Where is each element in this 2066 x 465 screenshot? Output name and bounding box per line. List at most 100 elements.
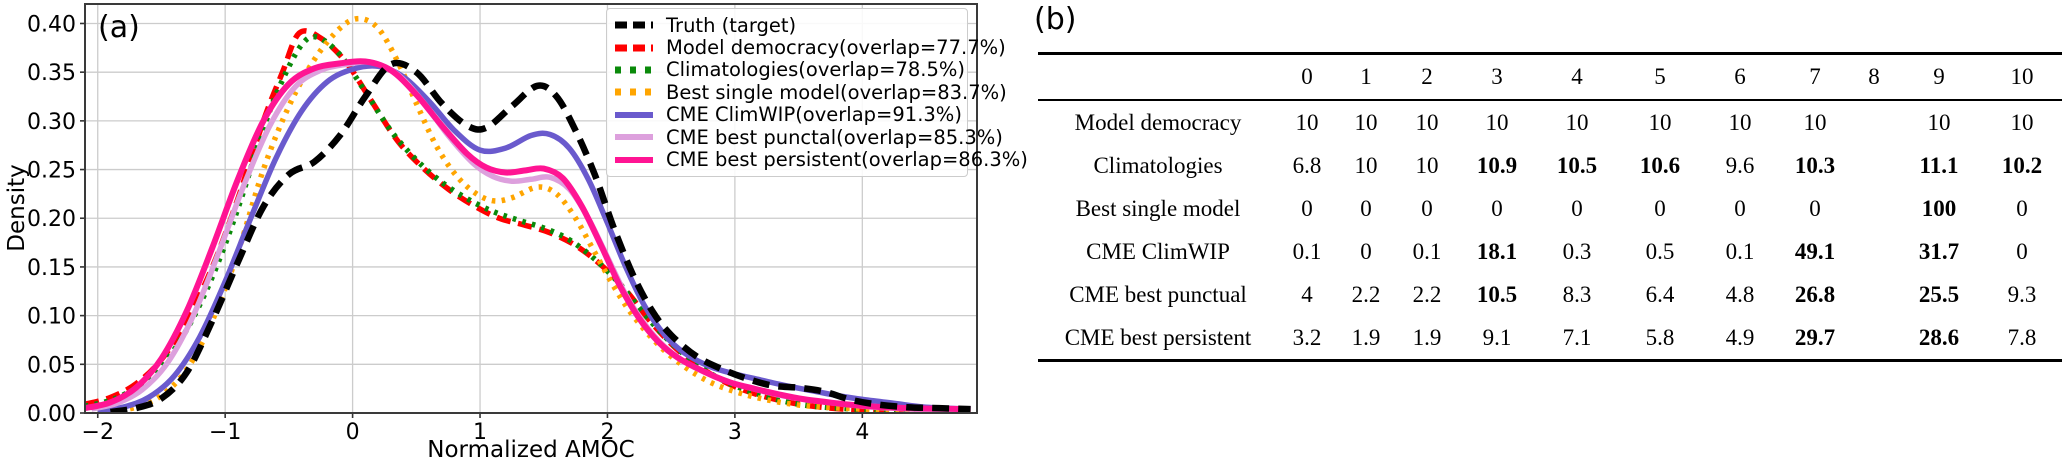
table-cell: 1.9 xyxy=(1412,324,1442,350)
y-tick-label: 0.15 xyxy=(27,256,76,281)
table-cell xyxy=(1852,230,1896,273)
table-cell: 0 xyxy=(1491,195,1503,221)
table-cell: 10 xyxy=(2010,109,2034,135)
table-row: Best single model 0 0 0 0 0 0 0 0 100 0 xyxy=(1038,187,2062,230)
table-cell: 4.9 xyxy=(1725,324,1755,350)
table-cell: 0 xyxy=(2016,238,2028,264)
table-cell: 10 xyxy=(1648,109,1672,135)
table-header-cell: 10 xyxy=(1982,53,2062,101)
table-cell: 3.2 xyxy=(1292,324,1322,350)
table-cell: 0 xyxy=(1301,195,1313,221)
table-cell: 31.7 xyxy=(1918,238,1960,264)
x-tick-label: 1 xyxy=(473,420,487,445)
table-cell: 11.1 xyxy=(1919,152,1959,178)
table-cell: 2.2 xyxy=(1351,281,1381,307)
legend-overlap-value: (overlap=85.3%) xyxy=(836,125,1003,149)
table-cell: 10 xyxy=(1728,109,1752,135)
table-cell: 1.9 xyxy=(1351,324,1381,350)
table-cell: 0 xyxy=(2016,195,2028,221)
table-cell xyxy=(1852,187,1896,230)
table-row: Model democracy 10 10 10 10 10 10 10 10 10 10 xyxy=(1038,100,2062,144)
table-row: CME ClimWIP 0.1 0 0.1 18.1 0.3 0.5 0.1 49.1 31.7 0 xyxy=(1038,230,2062,273)
table-header-cell: 8 xyxy=(1852,53,1896,101)
table-cell: 49.1 xyxy=(1794,238,1836,264)
table-row: CME best persistent 3.2 1.9 1.9 9.1 7.1 5.8 4.9… xyxy=(1038,316,2062,361)
x-tick-label: 3 xyxy=(728,420,742,445)
legend-item: Model democracy (overlap=77.7%) xyxy=(614,36,1006,60)
table-cell: 0 xyxy=(1809,195,1821,221)
x-tick-label: 2 xyxy=(600,420,614,445)
legend-series-name: CME best persistent xyxy=(666,148,862,172)
table-row-label: CME ClimWIP xyxy=(1086,238,1230,264)
legend-item: CME ClimWIP (overlap=91.3%) xyxy=(614,103,962,127)
table-cell: 2.2 xyxy=(1412,281,1442,307)
table-cell: 10 xyxy=(1565,109,1589,135)
table-row-label: Model democracy xyxy=(1074,109,1242,135)
table-header-cell: 2 xyxy=(1396,53,1458,101)
table-cell: 0 xyxy=(1360,238,1372,264)
legend-overlap-value: (overlap=83.7%) xyxy=(840,80,1007,104)
y-tick-label: 0.35 xyxy=(27,61,76,86)
legend-overlap-value: (overlap=78.5%) xyxy=(798,58,966,82)
table-cell: 0.1 xyxy=(1412,238,1442,264)
table-cell: 0 xyxy=(1571,195,1583,221)
table-cell: 10.3 xyxy=(1794,152,1836,178)
table-cell: 7.8 xyxy=(2007,324,2037,350)
table-cell: 0.1 xyxy=(1725,238,1755,264)
panel-b-table: (b) 0 1 2 3 4 5 6 7 8 9 10 Model democracy 10 10 10 10 1… xyxy=(1030,0,2066,465)
legend-line-swatch-icon xyxy=(615,134,653,141)
legend-series-name: CME best punctal xyxy=(666,125,837,149)
legend-item: Best single model (overlap=83.7%) xyxy=(614,81,1007,104)
table-cell: 0.3 xyxy=(1562,238,1592,264)
legend-overlap-value: (overlap=77.7%) xyxy=(839,36,1006,60)
table-cell: 0 xyxy=(1360,195,1372,221)
table-header-cell: 5 xyxy=(1618,53,1702,101)
table-cell: 6.8 xyxy=(1292,152,1322,178)
table-cell: 9.3 xyxy=(2007,281,2037,307)
panel-a-label: (a) xyxy=(98,10,140,45)
legend: Truth (target) Model democracy (overlap=77… xyxy=(606,8,1028,177)
table-cell: 4 xyxy=(1301,281,1313,307)
table-cell: 10 xyxy=(1803,109,1827,135)
table-cell: 10.6 xyxy=(1639,152,1681,178)
panel-a-density-plot: −2 −1 0 1 2 3 4 0.00 0.05 0.10 0.15 0.20 0.25 0.30 0.3… xyxy=(0,0,1030,465)
table-cell: 10 xyxy=(1295,109,1319,135)
table-row: Climatologies 6.8 10 10 10.9 10.5 10.6 9.6 10.3 1… xyxy=(1038,144,2062,187)
y-tick-label: 0.40 xyxy=(27,12,76,37)
legend-series-name: Model democracy xyxy=(666,36,839,60)
legend-overlap-value: (overlap=91.3%) xyxy=(795,103,962,127)
table-cell: 10.2 xyxy=(2001,152,2043,178)
panel-b-label: (b) xyxy=(1034,2,1077,37)
x-axis-label: Normalized AMOC xyxy=(427,437,635,463)
series-curve-truth-target- xyxy=(110,59,971,413)
table-header-cell: 3 xyxy=(1458,53,1536,101)
x-tick-label: −2 xyxy=(82,420,114,445)
table-cell: 0 xyxy=(1421,195,1433,221)
table-header-row: 0 1 2 3 4 5 6 7 8 9 10 xyxy=(1038,53,2062,101)
legend-item: Climatologies (overlap=78.5%) xyxy=(614,58,965,81)
weights-table-wrap: 0 1 2 3 4 5 6 7 8 9 10 Model democracy 10 10 10 10 10 10 1… xyxy=(1038,52,2062,362)
table-cell: 10.5 xyxy=(1556,152,1598,178)
table-cell: 28.6 xyxy=(1918,324,1960,350)
y-tick-label: 0.20 xyxy=(27,207,76,232)
table-cell: 18.1 xyxy=(1476,238,1518,264)
table-cell: 100 xyxy=(1921,195,1957,221)
table-cell xyxy=(1852,316,1896,361)
table-row-label: Climatologies xyxy=(1093,152,1223,178)
legend-item: CME best persistent (overlap=86.3%) xyxy=(614,148,1028,172)
table-cell: 8.3 xyxy=(1562,281,1592,307)
legend-series-name: Truth (target) xyxy=(666,13,797,37)
y-tick-label: 0.10 xyxy=(27,305,76,330)
y-tick-label: 0.05 xyxy=(27,353,76,378)
table-cell: 10 xyxy=(1354,152,1378,178)
table-row-label: CME best persistent xyxy=(1064,324,1252,350)
table-cell: 7.1 xyxy=(1562,324,1592,350)
table-cell: 10 xyxy=(1927,109,1951,135)
table-cell xyxy=(1852,273,1896,316)
table-cell: 10.5 xyxy=(1476,281,1518,307)
y-tick-label: 0.00 xyxy=(27,402,76,427)
x-tick-label: −1 xyxy=(209,420,241,445)
series-curve-cme-best-persistent xyxy=(85,58,971,413)
table-cell: 10 xyxy=(1415,109,1439,135)
table-header-cell xyxy=(1038,53,1278,101)
